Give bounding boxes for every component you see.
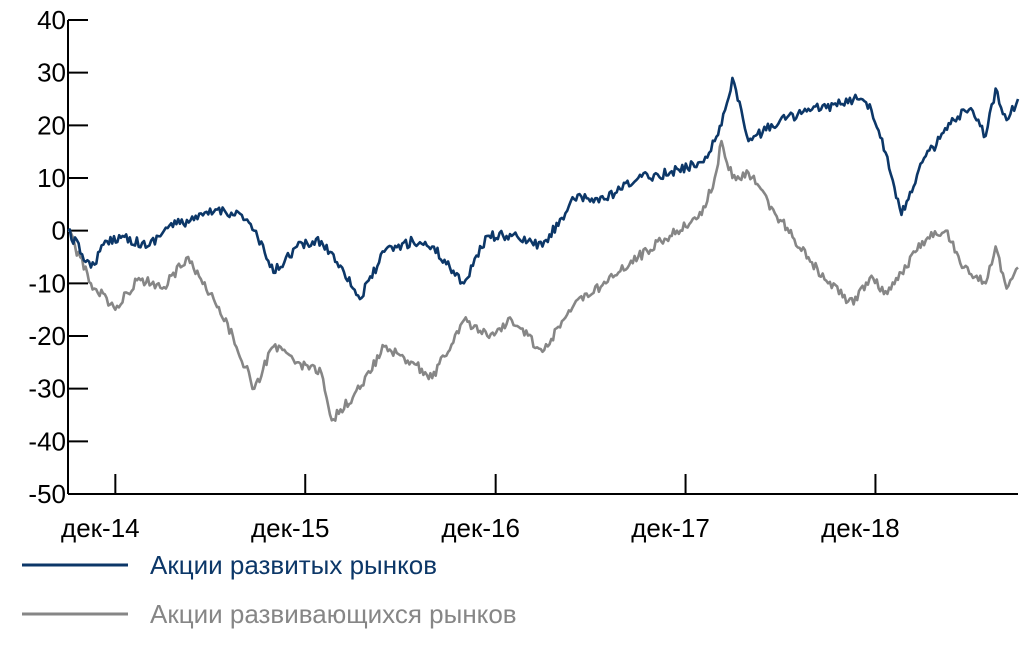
series-lines [67,76,1020,422]
series-line-1 [67,76,1020,301]
x-tick-label: дек-17 [631,513,710,543]
legend: Акции развитых рынков Акции развивающихся… [22,550,517,629]
x-tick-label: дек-15 [251,513,330,543]
y-tick-label: -50 [28,479,66,509]
y-tick-label: 20 [37,110,66,140]
y-axis: 40 30 20 10 0 -10 -20 -30 -40 -50 [28,5,88,509]
y-tick-label: -30 [28,374,66,404]
x-tick-label: дек-16 [441,513,520,543]
y-tick-label: 0 [52,216,66,246]
x-axis: дек-14 дек-15 дек-16 дек-17 дек-18 [61,474,1018,543]
x-tick-label: дек-18 [821,513,900,543]
y-tick-label: 40 [37,5,66,35]
legend-label: Акции развитых рынков [150,550,437,580]
y-tick-label: 30 [37,58,66,88]
y-tick-label: -40 [28,426,66,456]
x-tick-label: дек-14 [61,513,140,543]
series-line-2 [68,139,1019,422]
legend-label: Акции развивающихся рынков [150,599,517,629]
y-tick-label: -20 [28,321,66,351]
y-tick-label: 10 [37,163,66,193]
y-tick-label: -10 [28,268,66,298]
